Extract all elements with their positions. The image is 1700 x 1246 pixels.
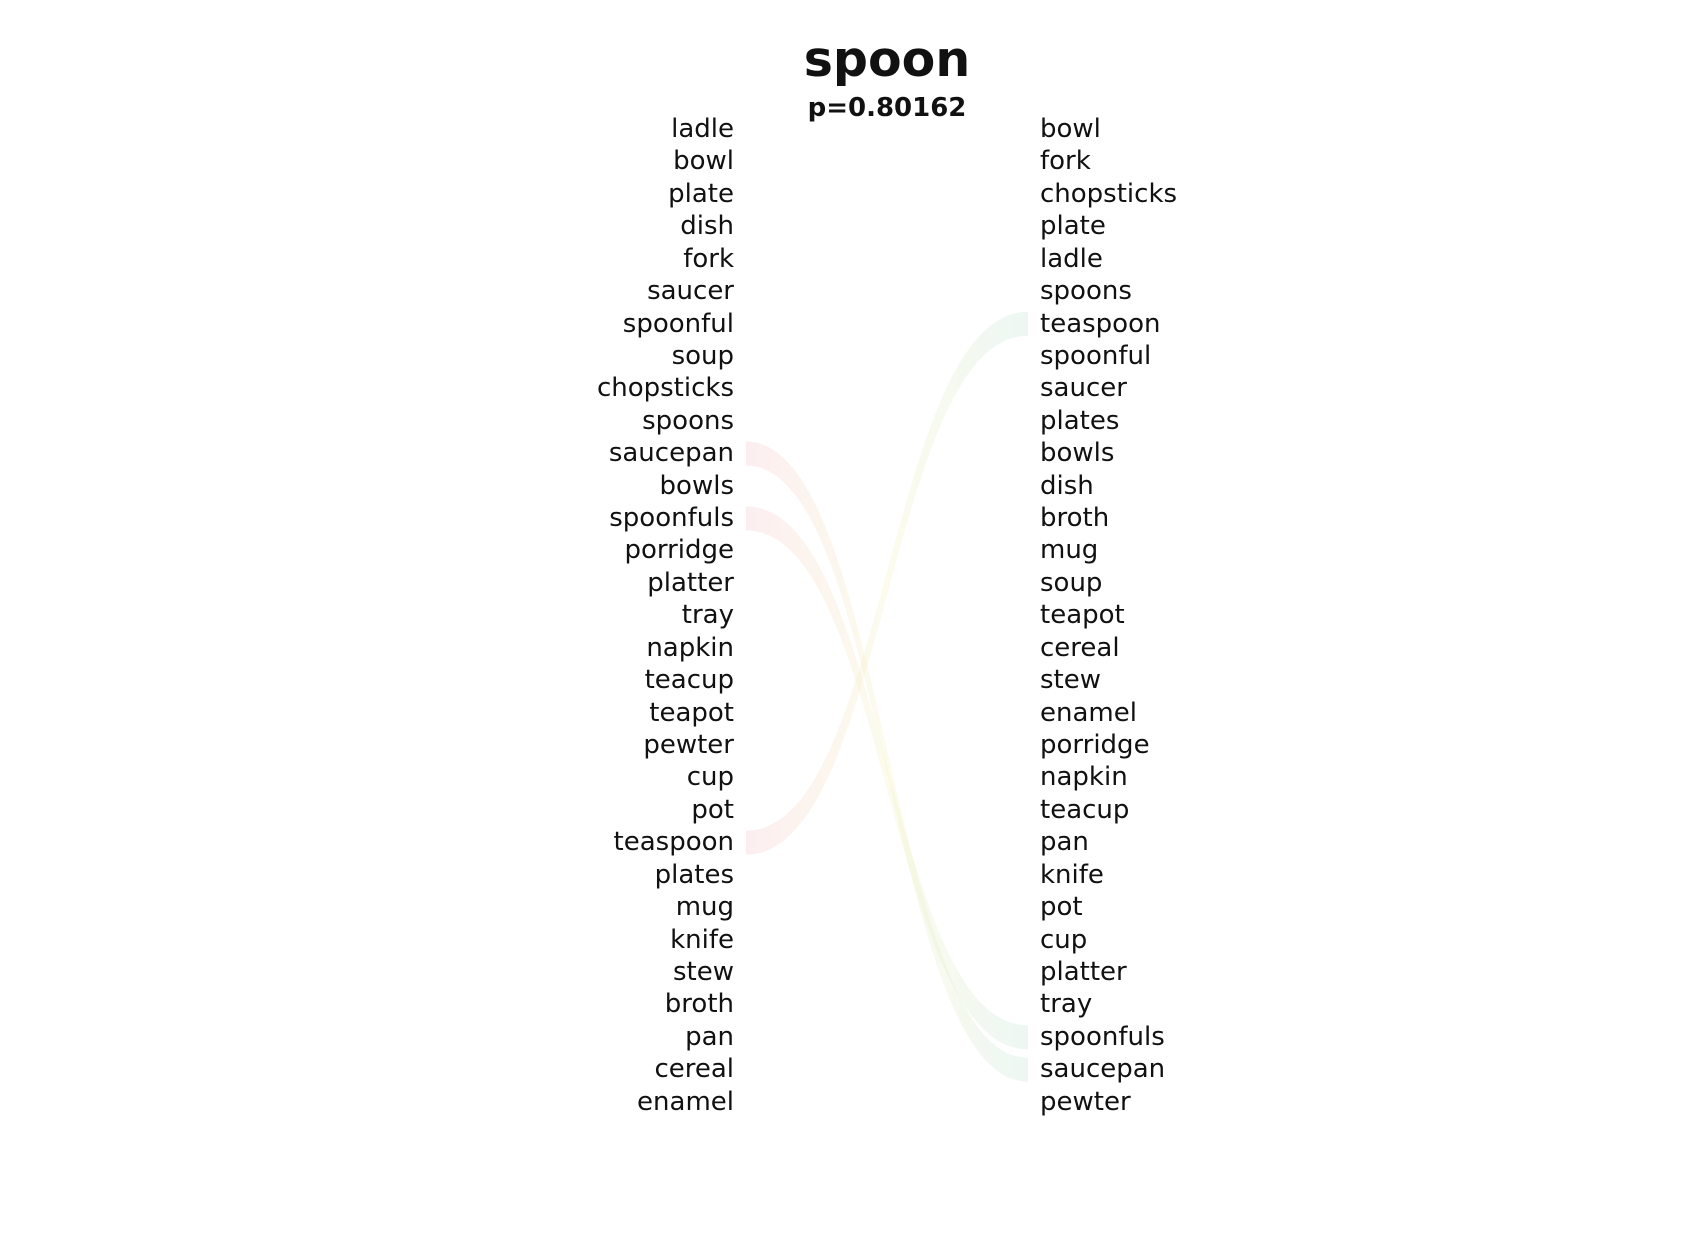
right-word-19: enamel [1040, 697, 1137, 728]
right-word-18: stew [1040, 665, 1102, 696]
right-word-30: saucepan [1040, 1054, 1166, 1085]
left-word-14: porridge [624, 535, 734, 566]
left-word-8: soup [671, 340, 734, 371]
left-word-16: tray [681, 600, 734, 631]
right-word-9: saucer [1040, 373, 1127, 404]
right-word-12: dish [1040, 470, 1094, 501]
right-word-2: fork [1040, 146, 1091, 177]
left-word-29: pan [685, 1021, 734, 1052]
left-word-19: teapot [649, 697, 734, 728]
left-word-28: broth [664, 989, 734, 1020]
left-word-2: bowl [673, 146, 734, 177]
right-word-14: mug [1040, 535, 1099, 566]
page-title: spoon [803, 31, 971, 88]
left-word-15: platter [647, 567, 734, 598]
left-word-21: cup [686, 762, 734, 793]
left-word-4: dish [680, 211, 734, 242]
left-word-23: teaspoon [613, 827, 734, 858]
right-word-11: bowls [1040, 438, 1115, 469]
right-word-22: teacup [1040, 794, 1130, 825]
left-word-22: pot [691, 794, 734, 825]
right-word-17: cereal [1040, 632, 1120, 663]
left-word-20: pewter [643, 730, 734, 761]
left-word-11: saucepan [608, 438, 734, 469]
right-word-31: pewter [1040, 1086, 1131, 1117]
right-word-26: cup [1040, 924, 1088, 955]
right-word-10: plates [1040, 405, 1120, 436]
left-word-6: saucer [647, 276, 734, 307]
right-word-25: pot [1040, 892, 1083, 923]
left-word-30: cereal [654, 1054, 734, 1085]
right-word-list: bowl fork chopsticks plate ladle spoons teaspo… [1040, 113, 1300, 1118]
right-word-27: platter [1040, 956, 1127, 987]
left-word-24: plates [654, 859, 734, 890]
left-word-12: bowls [659, 470, 734, 501]
left-word-27: stew [672, 956, 734, 987]
left-word-7: spoonful [622, 308, 734, 339]
right-word-23: pan [1040, 827, 1089, 858]
right-word-7: teaspoon [1040, 308, 1161, 339]
right-word-20: porridge [1040, 730, 1150, 761]
right-word-8: spoonful [1040, 340, 1152, 371]
left-word-1: ladle [671, 114, 734, 144]
right-word-1: bowl [1040, 114, 1101, 144]
right-word-28: tray [1040, 989, 1093, 1020]
right-word-16: teapot [1040, 600, 1125, 631]
right-word-15: soup [1040, 567, 1103, 598]
left-word-17: napkin [646, 632, 734, 663]
right-word-24: knife [1040, 859, 1104, 890]
right-word-4: plate [1040, 211, 1106, 242]
left-word-26: knife [670, 924, 734, 955]
left-word-18: teacup [644, 665, 734, 696]
link-spoonfuls [746, 506, 1028, 1050]
left-word-3: plate [668, 178, 734, 209]
left-word-5: fork [683, 243, 734, 274]
link-saucepan [746, 441, 1028, 1082]
link-teaspoon [746, 311, 1028, 855]
left-word-25: mug [675, 892, 734, 923]
right-word-13: broth [1040, 503, 1110, 534]
right-word-6: spoons [1040, 276, 1132, 307]
left-word-10: spoons [642, 405, 734, 436]
right-word-5: ladle [1040, 243, 1103, 274]
right-word-29: spoonfuls [1040, 1021, 1165, 1052]
page-subtitle: p=0.80162 [807, 93, 967, 123]
left-word-list: ladle bowl plate dish fork saucer spoonful soup… [480, 113, 734, 1118]
left-word-9: chopsticks [596, 373, 734, 404]
right-word-3: chopsticks [1040, 178, 1178, 209]
left-word-13: spoonfuls [609, 503, 734, 534]
right-word-21: napkin [1040, 762, 1128, 793]
left-word-31: enamel [637, 1086, 734, 1117]
